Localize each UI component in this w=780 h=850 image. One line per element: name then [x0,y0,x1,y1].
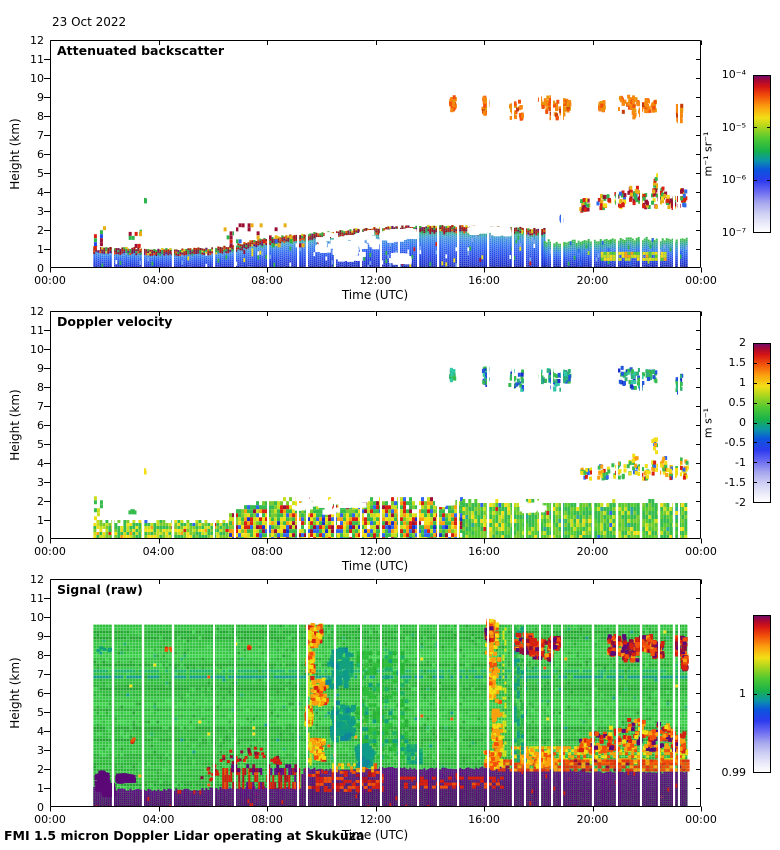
y-tick-label: 11 [30,592,44,605]
y-tick-label: 7 [37,400,44,413]
y-tick-label: 0 [37,262,44,275]
y-tick-label: 2 [37,495,44,508]
y-tick-label: 12 [30,573,44,586]
y-tick-label: 5 [37,167,44,180]
date-label: 23 Oct 2022 [52,15,127,29]
x-tick-label: 16:00 [468,813,500,826]
colorbar-signal [753,615,771,773]
y-tick-label: 7 [37,129,44,142]
footer-caption: FMI 1.5 micron Doppler Lidar operating a… [4,828,365,843]
colorbar-tick-label: 0.5 [728,396,747,409]
colorbar-tick-label: 0 [739,416,746,429]
x-tick-label: 12:00 [359,813,392,826]
colorbar-tick-label: 10⁻⁴ [721,68,746,81]
y-tick-label: 4 [37,186,44,199]
x-tick-label: 04:00 [142,545,175,558]
x-tick-label: 20:00 [576,274,609,287]
attenuated-backscatter-heatmap [44,40,707,274]
x-tick-label: 20:00 [576,813,609,826]
x-axis-title-backscatter: Time (UTC) [341,288,409,302]
y-tick-label: 11 [30,53,44,66]
colorbar-tick-label: 1.5 [728,356,747,369]
colorbar-tick-label: -1.5 [724,476,746,489]
y-tick-label: 6 [37,687,44,700]
y-tick-label: 10 [30,611,44,624]
x-axis-title-velocity: Time (UTC) [341,559,409,573]
x-tick-label: 00:00 [34,545,66,558]
colorbar-tick-label: 10⁻⁵ [721,120,746,134]
colorbar-unit-backscatter: m⁻¹ sr⁻¹ [701,131,715,177]
colorbar-tick-label: 2 [739,336,746,349]
y-tick-label: 8 [37,110,44,123]
panel-title-velocity: Doppler velocity [57,314,173,329]
colorbar-tick-label: 0.99 [721,766,747,779]
y-tick-label: 1 [37,514,44,527]
y-tick-label: 9 [37,630,44,643]
y-tick-label: 12 [30,305,44,318]
x-tick-label: 00:00 [685,545,717,558]
x-tick-label: 04:00 [142,274,175,287]
y-tick-label: 11 [30,324,44,337]
colorbar-tick-label: 1 [739,376,746,389]
y-tick-label: 9 [37,91,44,104]
y-tick-label: 5 [37,706,44,719]
colorbar-tick-label: -2 [735,496,746,509]
y-tick-label: 8 [37,381,44,394]
y-tick-label: 7 [37,668,44,681]
x-axis-title-signal: Time (UTC) [341,828,409,842]
panel-title-backscatter: Attenuated backscatter [57,43,225,58]
y-tick-label: 4 [37,457,44,470]
y-tick-label: 5 [37,438,44,451]
y-tick-label: 0 [37,533,44,546]
y-tick-label: 6 [37,148,44,161]
y-tick-label: 2 [37,224,44,237]
y-tick-label: 8 [37,649,44,662]
colorbar-tick-label: -0.5 [724,436,746,449]
colorbar-tick-label: 10⁻⁷ [721,226,746,239]
y-tick-label: 4 [37,725,44,738]
x-tick-label: 08:00 [251,545,283,558]
y-tick-label: 1 [37,243,44,256]
x-tick-label: 00:00 [34,274,66,287]
x-tick-label: 08:00 [251,274,283,287]
colorbar-tick-label: 1 [739,687,746,700]
x-tick-label: 12:00 [359,274,392,287]
x-tick-label: 16:00 [468,545,500,558]
doppler-velocity-heatmap [44,311,707,545]
colorbar-velocity [753,343,771,503]
x-tick-label: 12:00 [359,545,392,558]
y-tick-label: 10 [30,72,44,85]
y-tick-label: 6 [37,419,44,432]
y-tick-label: 1 [37,782,44,795]
panel-title-signal: Signal (raw) [57,582,143,597]
x-tick-label: 00:00 [685,274,717,287]
x-tick-label: 04:00 [142,813,175,826]
colorbar-tick-label: 10⁻⁶ [721,173,746,187]
y-tick-label: 10 [30,343,44,356]
x-tick-label: 00:00 [685,813,717,826]
colorbar-backscatter [753,75,771,233]
x-tick-label: 20:00 [576,545,609,558]
signal-raw-heatmap [44,579,707,813]
x-tick-label: 08:00 [251,813,283,826]
y-tick-label: 3 [37,476,44,489]
colorbar-tick-label: -1 [735,456,746,469]
y-tick-label: 3 [37,744,44,757]
y-tick-label: 9 [37,362,44,375]
y-tick-label: 12 [30,34,44,47]
x-tick-label: 00:00 [34,813,66,826]
y-tick-label: 2 [37,763,44,776]
x-tick-label: 16:00 [468,274,500,287]
y-tick-label: 3 [37,205,44,218]
y-tick-label: 0 [37,801,44,814]
